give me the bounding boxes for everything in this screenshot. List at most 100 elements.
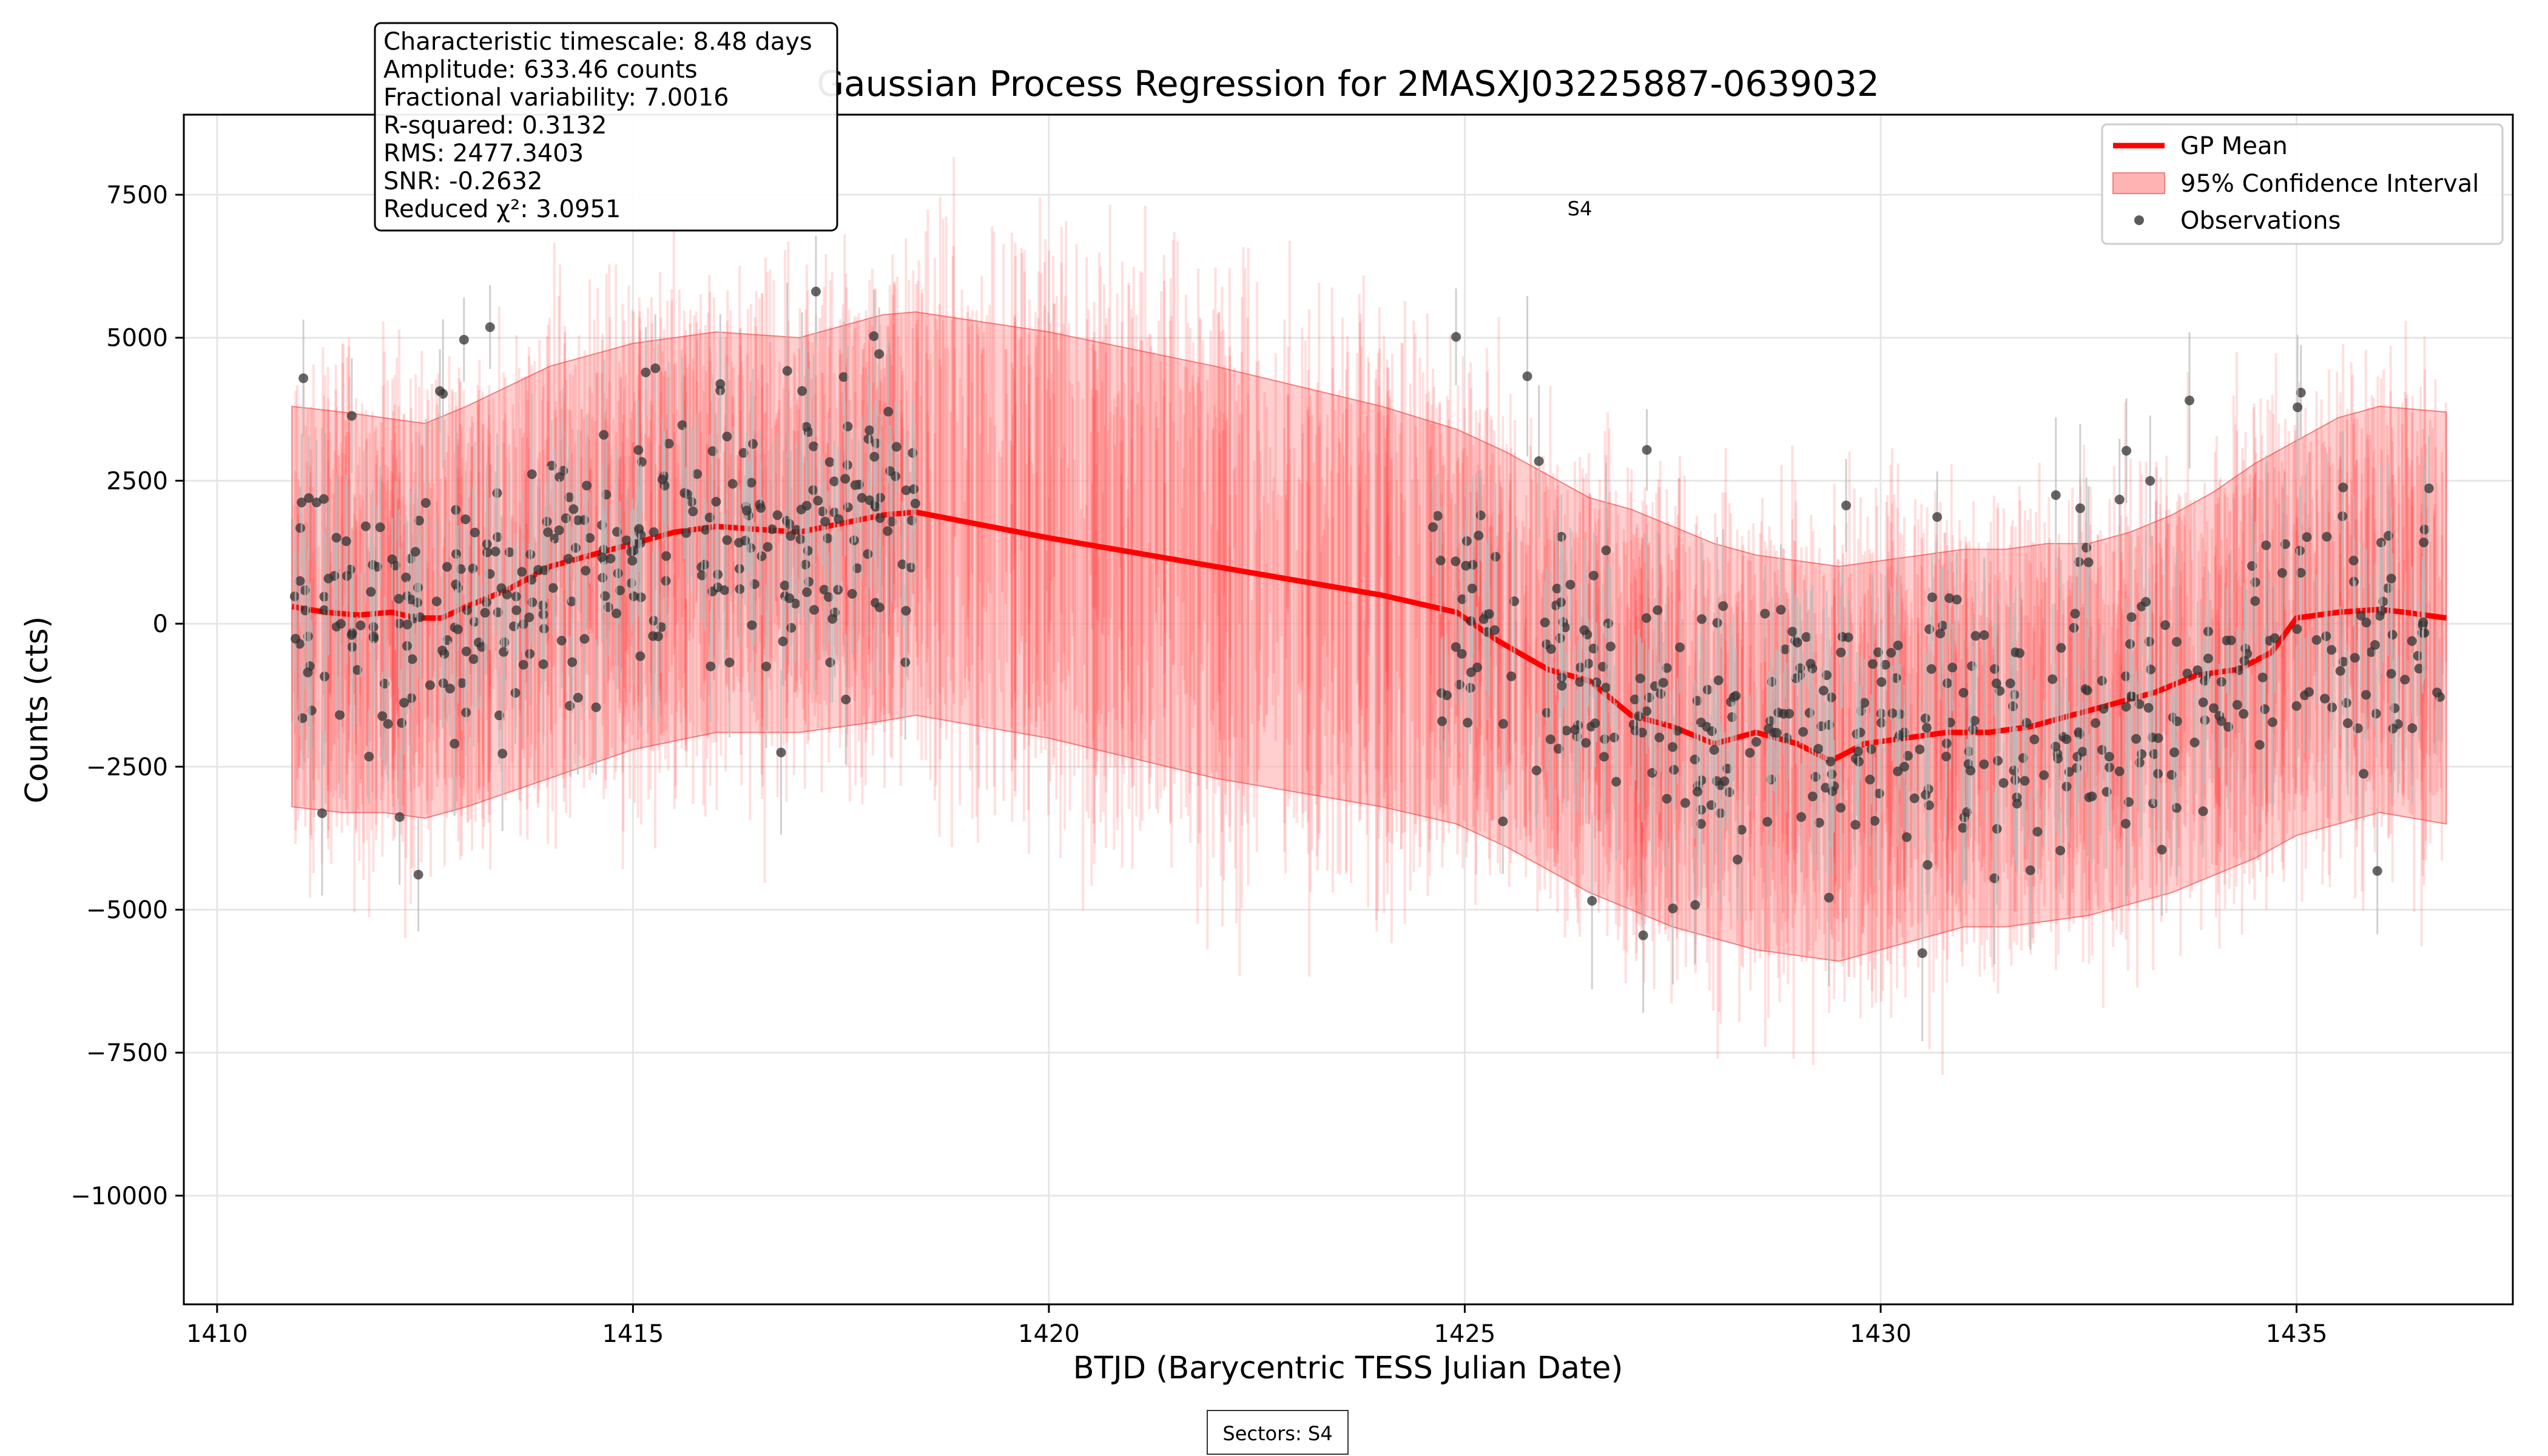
obs-point [1603, 618, 1613, 629]
stat-r-squared: R-squared: 0.3132 [383, 112, 607, 140]
obs-point [1441, 690, 1452, 701]
obs-point [1463, 718, 1473, 728]
obs-point [1859, 698, 1870, 708]
obs-point [295, 523, 306, 533]
obs-point [2372, 866, 2382, 876]
obs-point [1696, 717, 1706, 727]
obs-point [1952, 595, 1962, 605]
obs-point [542, 516, 552, 527]
obs-point [2311, 635, 2322, 645]
obs-point [1887, 708, 1898, 718]
obs-point [1654, 732, 1665, 743]
obs-point [561, 513, 571, 524]
obs-point [649, 527, 659, 538]
y-tick-label: −5000 [86, 896, 168, 924]
obs-point [2257, 672, 2268, 682]
obs-point [800, 559, 811, 570]
obs-point [1718, 601, 1728, 612]
obs-point [477, 642, 487, 652]
obs-point [2226, 635, 2236, 645]
obs-point [847, 588, 857, 599]
obs-point [763, 542, 773, 552]
obs-point [460, 514, 471, 524]
obs-point [1609, 732, 1619, 743]
obs-point [1565, 579, 1576, 590]
obs-point [2048, 674, 2058, 684]
obs-point [383, 719, 393, 729]
obs-point [1993, 755, 2003, 766]
obs-point [1836, 803, 1846, 813]
obs-point [2029, 734, 2040, 744]
obs-point [1630, 694, 1640, 704]
obs-point [1791, 673, 1801, 684]
obs-point [2015, 648, 2025, 658]
obs-point [1870, 815, 1880, 826]
obs-point [341, 536, 351, 547]
obs-point [2292, 624, 2302, 634]
obs-point [496, 583, 507, 593]
obs-point [2104, 752, 2114, 762]
obs-point [2260, 704, 2270, 714]
obs-point [445, 684, 455, 694]
obs-point [568, 504, 579, 514]
obs-point [2091, 718, 2101, 728]
obs-point [772, 510, 783, 521]
obs-point [824, 457, 835, 467]
plot-area [289, 157, 2447, 1075]
obs-point [2250, 596, 2260, 606]
legend-label-ci: 95% Confidence Interval [2180, 170, 2479, 198]
obs-point [570, 543, 581, 553]
obs-point [407, 654, 417, 664]
obs-point [1475, 510, 1486, 521]
obs-point [756, 503, 766, 513]
obs-point [1552, 584, 1562, 594]
x-tick-label: 1415 [602, 1320, 664, 1348]
obs-point [697, 570, 707, 581]
obs-point [2321, 631, 2331, 641]
obs-point [402, 619, 413, 630]
obs-point [2424, 483, 2434, 493]
obs-point [2021, 718, 2032, 728]
obs-point [863, 549, 873, 559]
obs-point [2053, 753, 2063, 764]
obs-point [377, 711, 388, 721]
obs-point [2005, 678, 2015, 689]
obs-point [2025, 865, 2035, 875]
obs-point [1745, 747, 1755, 758]
obs-point [1813, 744, 1824, 754]
obs-point [1850, 820, 1861, 830]
obs-point [1696, 614, 1707, 624]
obs-point [1893, 766, 1903, 777]
obs-point [1579, 625, 1589, 635]
obs-point [2350, 653, 2360, 663]
sectors-footer-text: Sectors: S4 [1222, 1422, 1332, 1445]
obs-point [661, 551, 672, 561]
obs-point [850, 480, 860, 490]
obs-point [1467, 583, 1477, 593]
obs-point [2171, 803, 2182, 813]
obs-point [2234, 665, 2244, 675]
obs-point [2370, 640, 2380, 650]
obs-point [692, 469, 703, 479]
obs-point [1943, 678, 1953, 689]
obs-point [490, 547, 500, 557]
obs-point [2010, 775, 2020, 785]
obs-point [1874, 788, 1884, 798]
obs-point [1784, 709, 1795, 719]
obs-point [1825, 757, 1836, 767]
obs-point [874, 349, 885, 359]
obs-point [480, 608, 490, 618]
obs-point [2087, 791, 2097, 801]
obs-point [1926, 664, 1936, 674]
stat-fractional-variability: Fractional variability: 7.0016 [383, 84, 729, 112]
obs-point [1867, 659, 1878, 669]
obs-point [1531, 765, 1542, 775]
stat-reduced-chi2: Reduced χ²: 3.0951 [383, 195, 621, 223]
obs-point [1545, 734, 1555, 744]
obs-point [864, 495, 875, 505]
obs-point [2074, 557, 2084, 567]
obs-point [621, 535, 632, 545]
sector-label: S4 [1568, 197, 1592, 220]
obs-point [1557, 681, 1567, 691]
obs-point [2359, 769, 2369, 779]
